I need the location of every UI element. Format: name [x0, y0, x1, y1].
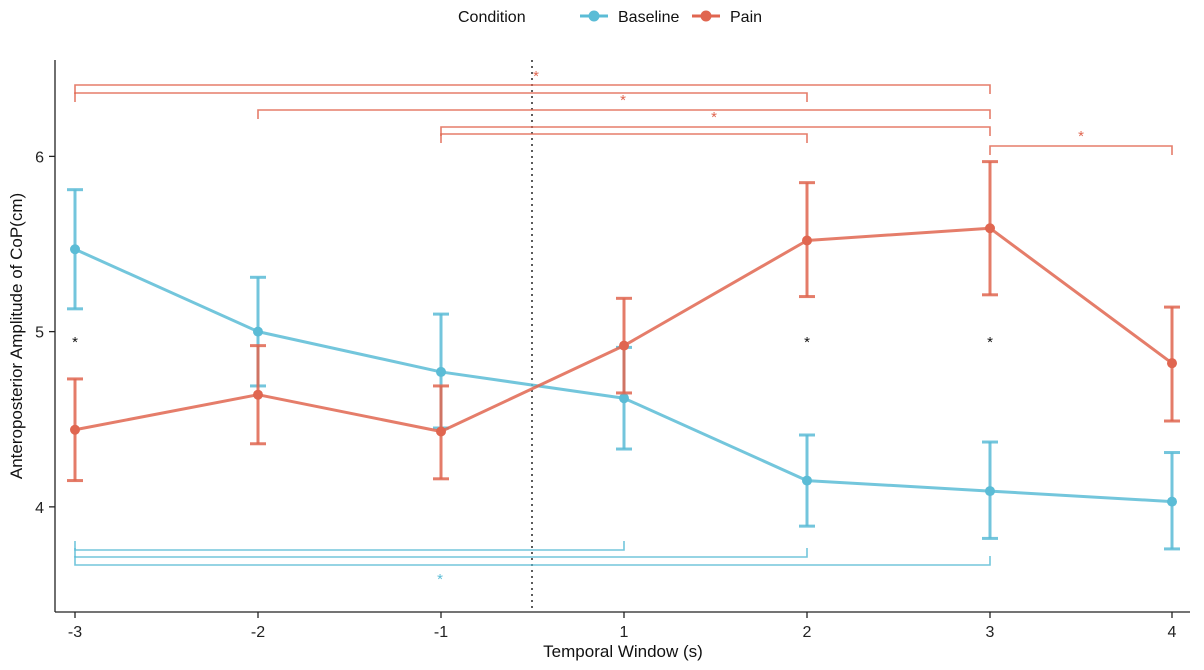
pain-bracket: [440, 133, 808, 143]
pain-bracket-label: *: [1078, 128, 1084, 145]
baseline-bracket: [74, 548, 808, 558]
baseline-bracket: [74, 556, 991, 566]
y-tick-label: 4: [35, 500, 44, 517]
data-point: [802, 475, 812, 486]
data-point: [619, 340, 629, 351]
series-layer: [67, 160, 1180, 551]
legend-pain-label: Pain: [730, 9, 762, 26]
data-point: [1167, 358, 1177, 369]
series-baseline: [67, 188, 1180, 551]
significance-marker: *: [987, 334, 993, 351]
data-point: [253, 389, 263, 400]
significance-brackets: * * * * *: [74, 68, 1173, 588]
x-tick-label: -2: [251, 624, 265, 641]
y-tick-label: 6: [35, 149, 44, 166]
data-point: [70, 244, 80, 255]
x-tick-label: 2: [803, 624, 812, 641]
pain-bracket-label: *: [620, 92, 626, 109]
x-ticks: -3 -2 -1 1 2 3 4: [68, 612, 1177, 641]
data-point: [70, 424, 80, 435]
baseline-bracket: [74, 541, 625, 551]
data-point: [1167, 496, 1177, 507]
pain-bracket: [989, 145, 1173, 155]
x-tick-label: 1: [620, 624, 629, 641]
data-point: [253, 326, 263, 337]
legend-baseline-label: Baseline: [618, 9, 679, 26]
y-tick-label: 5: [35, 325, 44, 342]
x-tick-label: 4: [1168, 624, 1177, 641]
significance-marker: *: [804, 334, 810, 351]
x-tick-label: -3: [68, 624, 82, 641]
baseline-bracket-label: *: [437, 571, 443, 588]
series-pain: [67, 160, 1180, 483]
pain-bracket: [74, 84, 991, 94]
pain-bracket: [257, 109, 991, 119]
pain-bracket-label: *: [533, 68, 539, 85]
data-point: [802, 235, 812, 246]
data-point: [985, 486, 995, 497]
x-tick-label: -1: [434, 624, 448, 641]
data-point: [619, 393, 629, 404]
y-ticks: 4 5 6: [35, 149, 55, 517]
legend-baseline-swatch-dot: [588, 10, 600, 22]
data-point: [436, 366, 446, 377]
x-axis-title: Temporal Window (s): [543, 642, 703, 661]
data-point: [436, 426, 446, 437]
pain-bracket: [74, 92, 808, 102]
pain-bracket-label: *: [711, 109, 717, 126]
pain-bracket: [440, 126, 991, 136]
legend-pain-swatch-dot: [700, 10, 712, 22]
legend: Condition Baseline Pain: [458, 9, 762, 26]
between-condition-markers: * * *: [72, 334, 993, 351]
legend-title: Condition: [458, 9, 526, 26]
y-axis-title: Anteroposterior Amplitude of CoP(cm): [7, 193, 26, 479]
data-point: [985, 223, 995, 234]
x-tick-label: 3: [986, 624, 995, 641]
significance-marker: *: [72, 334, 78, 351]
